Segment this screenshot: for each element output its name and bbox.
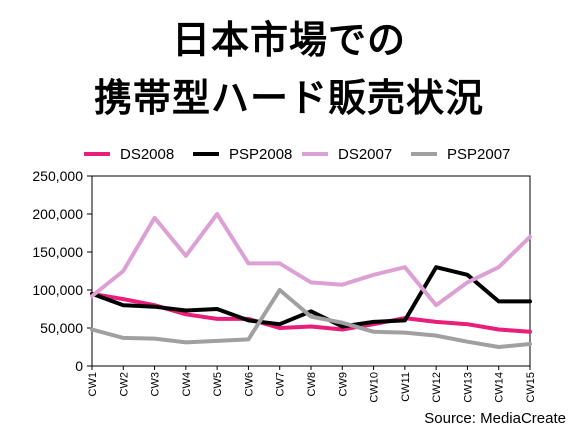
legend-swatch-ds2008 — [84, 152, 110, 156]
x-tick-label: CW11 — [400, 372, 412, 402]
x-tick-label: CW10 — [369, 372, 381, 403]
x-tick-label: CW14 — [494, 372, 506, 403]
legend-label-psp2007: PSP2007 — [447, 145, 511, 163]
legend-label-ds2007: DS2007 — [338, 145, 393, 163]
legend-swatch-ds2007 — [302, 152, 328, 156]
legend-label-ds2008: DS2008 — [120, 145, 175, 163]
x-tick-label: CW15 — [525, 372, 537, 403]
chart-title-line2: 携帯型ハード販売状況 — [93, 76, 484, 120]
legend-label-psp2008: PSP2008 — [229, 145, 293, 163]
legend-swatch-psp2007 — [411, 152, 437, 156]
legend-item-psp2007: PSP2007 — [411, 142, 510, 166]
x-tick-label: CW13 — [462, 372, 474, 403]
y-tick-label: 200,000 — [32, 206, 83, 222]
legend-swatch-psp2008 — [193, 152, 219, 156]
x-tick-label: CW12 — [431, 372, 443, 403]
x-tick-label: CW2 — [118, 372, 130, 396]
x-tick-label: CW4 — [181, 372, 193, 396]
series-line-psp2008 — [90, 265, 532, 329]
chart-title-line1: 日本市場での — [171, 18, 406, 62]
y-tick-label: 50,000 — [40, 320, 83, 336]
chart-legend: DS2008 PSP2008 DS2007 PSP2007 — [0, 142, 578, 166]
y-tick-label: 100,000 — [32, 282, 83, 298]
y-tick-label: 150,000 — [32, 244, 83, 260]
x-tick-label: CW7 — [275, 372, 287, 396]
series-line-psp2007 — [90, 288, 532, 349]
x-tick-label: CW8 — [306, 372, 318, 396]
y-tick-label: 250,000 — [32, 168, 83, 184]
series-line-ds2007 — [90, 212, 532, 308]
x-tick-label: CW6 — [243, 372, 255, 396]
legend-item-psp2008: PSP2008 — [193, 142, 292, 166]
x-tick-label: CW9 — [337, 372, 349, 396]
legend-item-ds2008: DS2008 — [84, 142, 174, 166]
legend-item-ds2007: DS2007 — [302, 142, 392, 166]
y-tick-label: 0 — [75, 358, 83, 374]
x-tick-label: CW3 — [150, 372, 162, 396]
x-tick-label: CW1 — [87, 372, 99, 396]
source-note: Source: MediaCreate — [424, 410, 566, 427]
x-tick-label: CW5 — [212, 372, 224, 396]
